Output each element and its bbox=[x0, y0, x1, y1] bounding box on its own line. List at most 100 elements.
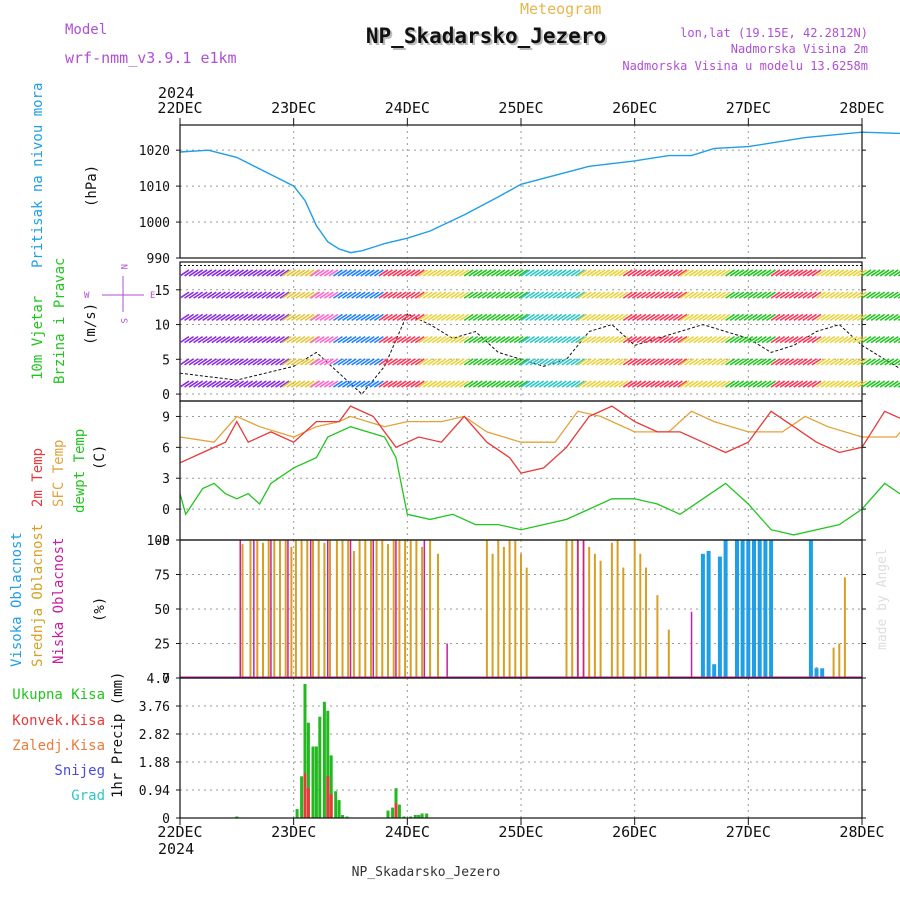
wind-barb bbox=[784, 358, 795, 366]
wind-barb bbox=[342, 380, 352, 388]
wind-barb bbox=[802, 380, 813, 388]
wind-barb bbox=[793, 358, 804, 366]
wind-barb bbox=[779, 358, 790, 366]
wind-barb bbox=[838, 291, 849, 299]
wind-barb bbox=[884, 269, 895, 277]
time-label-top: 26DEC bbox=[612, 99, 657, 117]
wind-barb bbox=[847, 291, 858, 299]
wind-barb bbox=[279, 358, 290, 366]
wind-barb bbox=[256, 291, 267, 299]
wind-barb bbox=[328, 335, 339, 344]
wind-barb bbox=[300, 291, 310, 299]
wind-barb bbox=[613, 269, 624, 277]
wind-barb bbox=[688, 335, 699, 344]
wind-barb bbox=[410, 358, 421, 366]
wind-barb bbox=[286, 335, 297, 344]
wind-barb bbox=[234, 291, 245, 299]
wind-barb bbox=[627, 291, 638, 299]
wind-barb bbox=[641, 291, 651, 299]
wind-barb bbox=[543, 269, 554, 277]
wind-barb bbox=[811, 335, 822, 344]
wind-barb bbox=[405, 335, 416, 344]
wind-barb bbox=[684, 335, 695, 344]
year-bottom: 2024 bbox=[158, 840, 194, 858]
wind-barb bbox=[716, 335, 726, 344]
wind-barb bbox=[547, 335, 558, 344]
precip-bar bbox=[306, 788, 310, 818]
wind-barb bbox=[369, 291, 380, 299]
wind-barb bbox=[766, 380, 776, 388]
precip-bar bbox=[334, 791, 338, 818]
wind-barb bbox=[816, 313, 826, 322]
wind-barb bbox=[566, 335, 576, 344]
wind-barb bbox=[543, 380, 554, 388]
wind-barb bbox=[852, 269, 863, 277]
cloud-bar bbox=[832, 647, 835, 678]
wind-barb bbox=[847, 358, 858, 366]
y-tick-label: 25 bbox=[154, 638, 170, 653]
y-tick-label: 0.94 bbox=[139, 784, 170, 799]
model-altitude-text: Nadmorska Visina u modelu 13.6258m bbox=[622, 59, 868, 73]
wind-barb bbox=[472, 291, 483, 299]
wind-barb bbox=[775, 291, 786, 299]
wind-barb bbox=[304, 358, 315, 366]
wind-barb bbox=[378, 313, 389, 322]
wind-barb bbox=[491, 291, 501, 299]
wind-barb bbox=[829, 358, 840, 366]
wind-barb bbox=[834, 269, 845, 277]
wind-barb bbox=[450, 269, 460, 277]
wind-barb bbox=[668, 269, 679, 277]
wind-barb bbox=[220, 269, 231, 277]
wind-barb bbox=[581, 358, 592, 366]
wind-barb bbox=[252, 380, 263, 388]
wind-barb bbox=[351, 358, 362, 366]
wind-barb bbox=[866, 269, 876, 277]
wind-barb bbox=[825, 335, 836, 344]
wind-barb bbox=[793, 291, 804, 299]
wind-barb bbox=[431, 269, 442, 277]
wind-barb bbox=[414, 313, 425, 322]
wind-barb bbox=[378, 291, 389, 299]
wind-barb bbox=[811, 269, 822, 277]
wind-barb bbox=[342, 291, 352, 299]
wind-barb bbox=[509, 335, 520, 344]
wind-barb bbox=[586, 291, 597, 299]
wind-barb bbox=[454, 313, 465, 322]
wind-barb bbox=[888, 291, 899, 299]
cloud-bar bbox=[769, 540, 774, 678]
wind-barb bbox=[884, 335, 895, 344]
wind-barb bbox=[405, 269, 416, 277]
wind-barb bbox=[688, 380, 699, 388]
wind-barb bbox=[436, 291, 447, 299]
wind-barb bbox=[319, 380, 330, 388]
precip-bar bbox=[300, 776, 304, 818]
wind-barb bbox=[261, 269, 272, 277]
wind-barb bbox=[829, 335, 840, 344]
wind-barb bbox=[706, 269, 717, 277]
wind-barb bbox=[401, 291, 412, 299]
wind-barb bbox=[747, 269, 758, 277]
wind-barb bbox=[711, 380, 722, 388]
chart-subtitle: Meteogram bbox=[520, 0, 601, 18]
wind-barb bbox=[486, 269, 497, 277]
wind-barb bbox=[392, 358, 403, 366]
wind-barb bbox=[636, 291, 647, 299]
wind-barb bbox=[534, 269, 545, 277]
wind-barb bbox=[797, 335, 808, 344]
wind-barb bbox=[879, 358, 890, 366]
wind-barb bbox=[342, 335, 352, 344]
wind-barb bbox=[752, 358, 763, 366]
precip-bar bbox=[235, 816, 239, 818]
wind-barb bbox=[422, 269, 433, 277]
wind-barb bbox=[387, 358, 398, 366]
wind-barb bbox=[627, 335, 638, 344]
wind-barb bbox=[820, 269, 831, 277]
wind-barb bbox=[337, 291, 348, 299]
wind-barb bbox=[179, 335, 190, 344]
wind-barb bbox=[215, 335, 226, 344]
wind-barb bbox=[211, 313, 222, 322]
wind-barb bbox=[738, 269, 749, 277]
wind-barb bbox=[500, 269, 510, 277]
wind-barb bbox=[779, 269, 790, 277]
